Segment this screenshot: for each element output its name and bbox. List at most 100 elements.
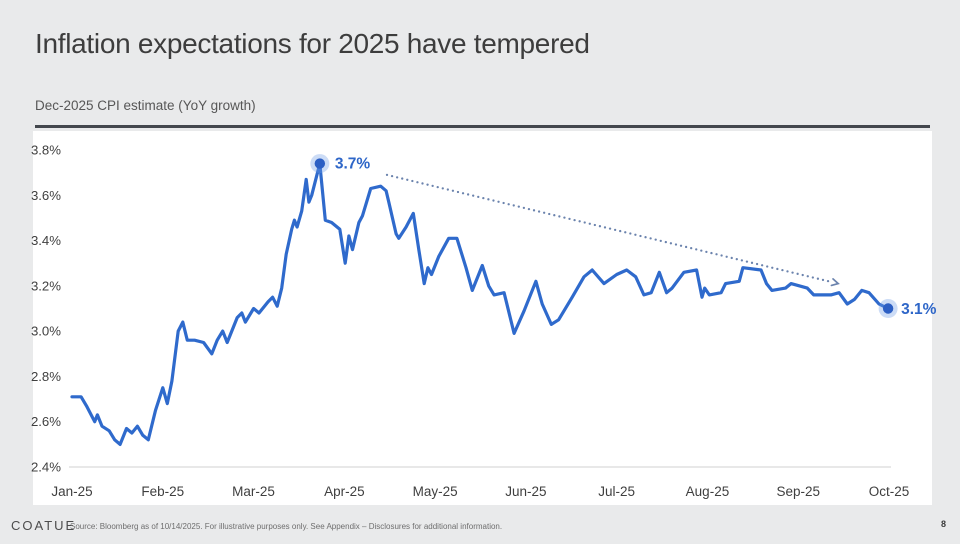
trend-arrow-dot xyxy=(507,203,510,206)
y-tick-label: 3.2% xyxy=(31,278,61,293)
trend-arrow-dot xyxy=(679,244,683,247)
trend-arrow-dot xyxy=(446,188,449,191)
trend-arrow-dot xyxy=(674,243,678,246)
trend-arrow-dot xyxy=(588,222,591,225)
trend-arrow-dot xyxy=(527,207,531,211)
trend-arrow-dot xyxy=(472,194,475,197)
trend-arrow-dot xyxy=(649,237,652,240)
trend-arrow-dot xyxy=(745,260,749,263)
x-tick-label: May-25 xyxy=(413,484,458,499)
page-title: Inflation expectations for 2025 have tem… xyxy=(35,28,590,59)
peak-marker xyxy=(314,158,326,169)
trend-arrow-dot xyxy=(634,233,637,236)
y-tick-label: 2.4% xyxy=(31,460,61,475)
trend-arrow-dot xyxy=(431,184,434,188)
trend-arrow-dot xyxy=(629,232,632,235)
trend-arrow-dot xyxy=(619,229,622,233)
trend-arrow-dot xyxy=(705,250,708,253)
last-marker xyxy=(882,303,894,314)
trend-arrow-dot xyxy=(543,211,546,214)
trend-arrow-dot xyxy=(477,195,480,199)
trend-arrow-dot xyxy=(740,259,744,262)
trend-arrow-dot xyxy=(416,181,419,184)
trend-arrow-dot xyxy=(786,270,789,273)
x-tick-label: Mar-25 xyxy=(232,484,275,499)
page-number: 8 xyxy=(940,519,946,529)
cpi-estimate-line xyxy=(70,161,890,446)
y-tick-label: 2.8% xyxy=(31,369,61,384)
trend-arrow-dot xyxy=(664,240,667,244)
trend-arrow-dot xyxy=(537,210,541,213)
trend-arrow-dot xyxy=(406,178,409,181)
trend-arrow-dot xyxy=(613,228,617,232)
trend-arrow-dot xyxy=(558,215,561,218)
y-tick-label: 3.0% xyxy=(31,324,61,339)
trend-arrow-dot xyxy=(608,227,612,230)
trend-arrow-dot xyxy=(816,277,820,280)
trend-arrow-dot xyxy=(684,245,688,249)
trend-arrow-dot xyxy=(659,239,662,243)
trend-arrow-dot xyxy=(492,199,495,202)
trend-arrow-dot xyxy=(735,258,738,261)
trend-arrow-dot xyxy=(573,218,576,222)
trend-arrow-dot xyxy=(522,206,526,210)
trend-arrow-dot xyxy=(456,190,460,194)
trend-arrow-dot xyxy=(395,176,399,179)
trend-arrow-dot xyxy=(695,248,698,251)
y-tick-label: 3.8% xyxy=(31,143,61,158)
x-tick-label: Jun-25 xyxy=(505,484,546,499)
chart-subtitle: Dec-2025 CPI estimate (YoY growth) xyxy=(35,98,256,113)
trend-arrow-dot xyxy=(411,179,414,183)
trend-arrow-dot xyxy=(532,209,536,212)
trend-arrow-dot xyxy=(512,204,515,207)
trend-arrow-dot xyxy=(639,234,642,238)
trend-arrow-dot xyxy=(771,266,774,269)
trend-arrow-dot xyxy=(487,198,490,201)
trend-arrow-dot xyxy=(806,275,809,278)
trend-arrow-dot xyxy=(421,182,424,185)
trend-arrow-dot xyxy=(821,278,825,282)
trend-arrow-dot xyxy=(725,255,728,258)
trend-arrow-dot xyxy=(390,174,394,178)
x-tick-label: Sep-25 xyxy=(776,484,820,499)
trend-arrow-dot xyxy=(436,185,439,189)
chart-panel: 3.8% 3.6% 3.4% 3.2% 3.0% 2.8% 2.6% 2.4% Jan-25 Fe… xyxy=(31,131,937,505)
trend-arrow-dot xyxy=(598,225,602,228)
x-tick-label: Oct-25 xyxy=(869,484,910,499)
x-tick-label: Jul-25 xyxy=(598,484,635,499)
source-note: Source: Bloomberg as of 10/14/2025. For … xyxy=(70,522,503,531)
x-tick-label: Aug-25 xyxy=(686,484,730,499)
trend-arrow-dot xyxy=(760,264,764,267)
y-tick-label: 2.6% xyxy=(31,414,61,429)
last-value-label: 3.1% xyxy=(901,301,937,318)
trend-arrow-dot xyxy=(811,276,814,279)
trend-arrow-dot xyxy=(548,212,551,216)
trend-arrow-dot xyxy=(781,269,784,272)
trend-arrow-dot xyxy=(755,262,759,266)
trend-arrow-dot xyxy=(385,173,389,177)
x-tick-label: Jan-25 xyxy=(51,484,92,499)
trend-arrow-dot xyxy=(502,201,505,205)
x-tick-label: Feb-25 xyxy=(141,484,184,499)
trend-arrow-dot xyxy=(401,177,404,180)
trend-arrow-dot xyxy=(441,187,444,190)
trend-arrow-dot xyxy=(654,238,657,241)
trend-arrow-dot xyxy=(690,247,693,250)
trend-arrow-dot xyxy=(603,226,607,229)
trend-arrow-dot xyxy=(482,196,485,200)
trend-arrow-dot xyxy=(796,272,799,275)
trend-arrow-dot xyxy=(791,271,794,274)
y-tick-label: 3.6% xyxy=(31,188,61,203)
trend-arrow-dot xyxy=(644,236,647,239)
trend-arrow-dot xyxy=(451,189,455,192)
trend-arrowhead-icon xyxy=(830,278,840,287)
trend-arrow-dot xyxy=(700,249,703,252)
header-divider xyxy=(35,125,930,128)
trend-arrow-dot xyxy=(730,256,733,260)
trend-arrow-dot xyxy=(563,216,566,219)
trend-arrow-dot xyxy=(826,280,830,283)
x-tick-label: Apr-25 xyxy=(324,484,365,499)
y-tick-label: 3.4% xyxy=(31,233,61,248)
trend-arrow-dot xyxy=(466,193,470,196)
